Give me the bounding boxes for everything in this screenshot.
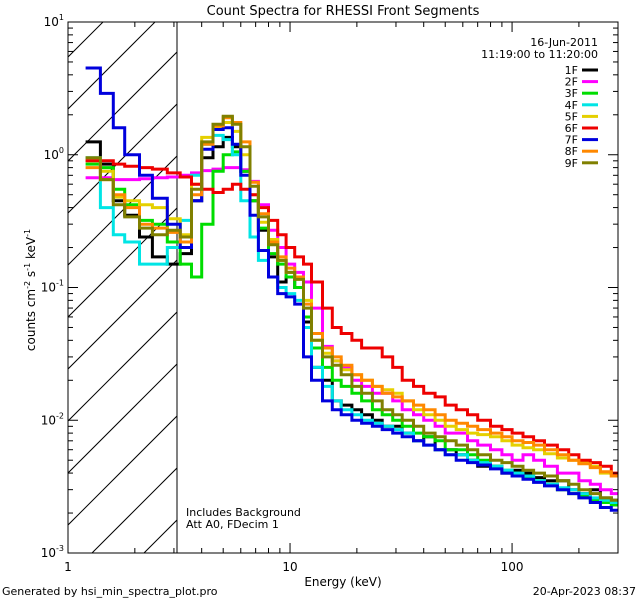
series-7F bbox=[85, 66, 618, 512]
date-label: 16-Jun-2011 bbox=[530, 36, 598, 49]
legend-label-4F: 4F bbox=[565, 99, 578, 112]
hatch-line bbox=[68, 207, 177, 318]
annotation-background: Includes Background bbox=[186, 506, 301, 519]
y-tick-label: 10-1 bbox=[41, 279, 64, 295]
x-tick-label: 10 bbox=[282, 560, 297, 574]
y-label-sup1: -2 bbox=[23, 281, 32, 289]
series-5F bbox=[85, 121, 618, 478]
hatch-line bbox=[68, 259, 177, 370]
y-label-part1: counts cm bbox=[24, 289, 38, 351]
hatched-region bbox=[0, 0, 640, 553]
hatch-line bbox=[68, 22, 156, 110]
series-8F bbox=[85, 116, 618, 478]
y-label-sup3: -1 bbox=[23, 229, 32, 237]
series-9F bbox=[85, 114, 618, 502]
hatch-line bbox=[0, 0, 120, 553]
y-label-part2: s bbox=[24, 271, 38, 281]
y-label-part3: keV bbox=[24, 236, 38, 263]
y-tick-label: 101 bbox=[44, 13, 64, 29]
footer-generated-by: Generated by hsi_min_spectra_plot.pro bbox=[2, 585, 218, 598]
hatch-line bbox=[68, 155, 177, 266]
footer-timestamp: 20-Apr-2023 08:37 bbox=[533, 585, 636, 598]
hatch-line bbox=[68, 415, 177, 526]
legend-label-3F: 3F bbox=[565, 87, 578, 100]
legend-label-7F: 7F bbox=[565, 134, 578, 147]
hatch-line bbox=[248, 0, 640, 553]
y-tick-label: 10-2 bbox=[41, 411, 64, 427]
y-axis: 10-3 10-2 10-1 100 101 bbox=[41, 13, 618, 560]
legend-label-8F: 8F bbox=[565, 145, 578, 158]
legend-label-1F: 1F bbox=[565, 64, 578, 77]
time-range-label: 11:19:00 to 11:20:00 bbox=[481, 48, 598, 61]
x-axis: 1 10 100 bbox=[64, 22, 619, 574]
series-3F bbox=[85, 150, 618, 507]
y-axis-label: counts cm-2 s-1 keV-1 bbox=[23, 229, 38, 351]
series-group bbox=[85, 66, 618, 512]
series-4F bbox=[85, 133, 618, 504]
x-axis-label: Energy (keV) bbox=[304, 575, 381, 589]
x-tick-label: 1 bbox=[64, 560, 72, 574]
hatch-line bbox=[68, 22, 104, 58]
legend-label-9F: 9F bbox=[565, 157, 578, 170]
legend-label-6F: 6F bbox=[565, 122, 578, 135]
legend-label-5F: 5F bbox=[565, 110, 578, 123]
chart-title: Count Spectra for RHESSI Front Segments bbox=[207, 4, 480, 19]
y-label-sup2: -1 bbox=[23, 263, 32, 271]
y-tick-label: 10-3 bbox=[41, 544, 64, 560]
y-tick-label: 100 bbox=[44, 146, 64, 162]
annotation-attenuator: Att A0, FDecim 1 bbox=[186, 518, 279, 531]
legend-label-2F: 2F bbox=[565, 76, 578, 89]
hatch-line bbox=[68, 51, 177, 162]
hatch-line bbox=[68, 363, 177, 474]
x-tick-label: 100 bbox=[501, 560, 524, 574]
